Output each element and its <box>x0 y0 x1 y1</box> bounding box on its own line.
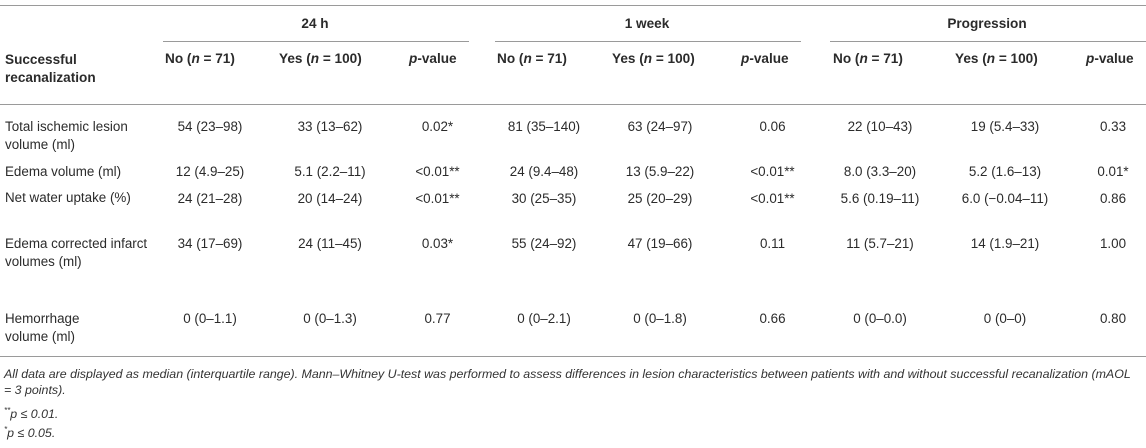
row-header-label: Successful recanalization <box>5 52 96 85</box>
subheader-progression-yes: Yes (n = 100) <box>955 51 1038 66</box>
table-cell: 0.80 <box>1099 311 1127 326</box>
subheader-progression-p: p-value <box>1086 51 1134 66</box>
subheader-24h-yes: Yes (n = 100) <box>279 51 362 66</box>
subheader-1week-no: No (n = 71) <box>497 51 567 66</box>
subheader-24h-p: p-value <box>409 51 457 66</box>
table-cell: 0.77 <box>424 311 451 326</box>
table-cell: 8.0 (3.3–20) <box>843 164 917 179</box>
table-top-rule <box>0 5 1146 6</box>
table-bottom-rule <box>0 356 1146 357</box>
table-cell: <0.01** <box>750 191 795 206</box>
table-cell: 5.1 (2.2–11) <box>294 164 366 179</box>
table-cell: 19 (5.4–33) <box>970 119 1040 134</box>
table-cell: 0.02* <box>421 119 454 134</box>
table-cell: 63 (24–97) <box>627 119 693 134</box>
table-cell: 0.66 <box>759 311 786 326</box>
group-header-1-week: 1 week <box>624 16 670 31</box>
table-cell: 5.2 (1.6–13) <box>968 164 1042 179</box>
table-cell: 24 (21–28) <box>177 191 243 206</box>
table-cell: 12 (4.9–25) <box>175 164 245 179</box>
row-label-total-ischemic: Total ischemic lesion volume (ml) <box>5 119 128 152</box>
subheader-1week-yes: Yes (n = 100) <box>612 51 695 66</box>
table-cell: 34 (17–69) <box>177 236 243 251</box>
group-header-progression: Progression <box>947 16 1027 31</box>
row-label-net-water-uptake: Net water uptake (%) <box>5 190 131 205</box>
table-cell: 24 (11–45) <box>298 236 362 251</box>
table-cell: 0.06 <box>759 119 786 134</box>
table-cell: 0.03* <box>421 236 454 251</box>
table-cell: 0.33 <box>1099 119 1127 134</box>
table-cell: 11 (5.7–21) <box>846 236 914 251</box>
table-cell: <0.01** <box>415 191 460 206</box>
table-cell: 0 (0–1.3) <box>303 311 357 326</box>
table-cell: <0.01** <box>750 164 795 179</box>
table-cell: 30 (25–35) <box>511 191 577 206</box>
table-cell: 0.11 <box>759 236 786 251</box>
table-cell: 24 (9.4–48) <box>509 164 579 179</box>
subheader-1week-p: p-value <box>741 51 789 66</box>
header-bottom-rule <box>0 104 1146 105</box>
table-cell: 47 (19–66) <box>627 236 693 251</box>
table-cell: 0 (0–1.8) <box>633 311 687 326</box>
group-rule-progression <box>830 41 1146 42</box>
table-cell: 6.0 (−0.04–11) <box>961 191 1049 206</box>
table-cell: 22 (10–43) <box>847 119 913 134</box>
table-cell: 1.00 <box>1099 236 1127 251</box>
subheader-progression-no: No (n = 71) <box>833 51 903 66</box>
table-cell: <0.01** <box>415 164 460 179</box>
table-cell: 20 (14–24) <box>297 191 363 206</box>
row-label-edema-corrected: Edema corrected infarct volumes (ml) <box>5 236 148 269</box>
table-cell: 0 (0–2.1) <box>517 311 571 326</box>
group-header-24h: 24 h <box>301 16 329 31</box>
row-label-hemorrhage: Hemorrhage volume (ml) <box>5 311 80 344</box>
table-cell: 0 (0–0) <box>983 311 1027 326</box>
row-label-edema-volume: Edema volume (ml) <box>5 164 122 179</box>
table-cell: 14 (1.9–21) <box>970 236 1040 251</box>
table-cell: 0 (0–1.1) <box>183 311 237 326</box>
table-cell: 0.01* <box>1097 164 1129 179</box>
table-cell: 55 (24–92) <box>511 236 577 251</box>
table-cell: 0.86 <box>1099 191 1127 206</box>
subheader-24h-no: No (n = 71) <box>165 51 235 66</box>
footnote-double-star: **p ≤ 0.01. <box>4 405 59 421</box>
table-cell: 25 (20–29) <box>627 191 693 206</box>
table-cell: 54 (23–98) <box>177 119 243 134</box>
table-cell: 33 (13–62) <box>297 119 363 134</box>
group-rule-1-week <box>495 41 801 42</box>
table-cell: 5.6 (0.19–11) <box>840 191 920 206</box>
group-rule-24h <box>163 41 469 42</box>
footnote-main: All data are displayed as median (interq… <box>4 367 1131 397</box>
table-cell: 81 (35–140) <box>507 119 581 134</box>
table-cell: 13 (5.9–22) <box>625 164 695 179</box>
table-cell: 0 (0–0.0) <box>853 311 907 326</box>
footnote-single-star: *p ≤ 0.05. <box>4 424 56 440</box>
